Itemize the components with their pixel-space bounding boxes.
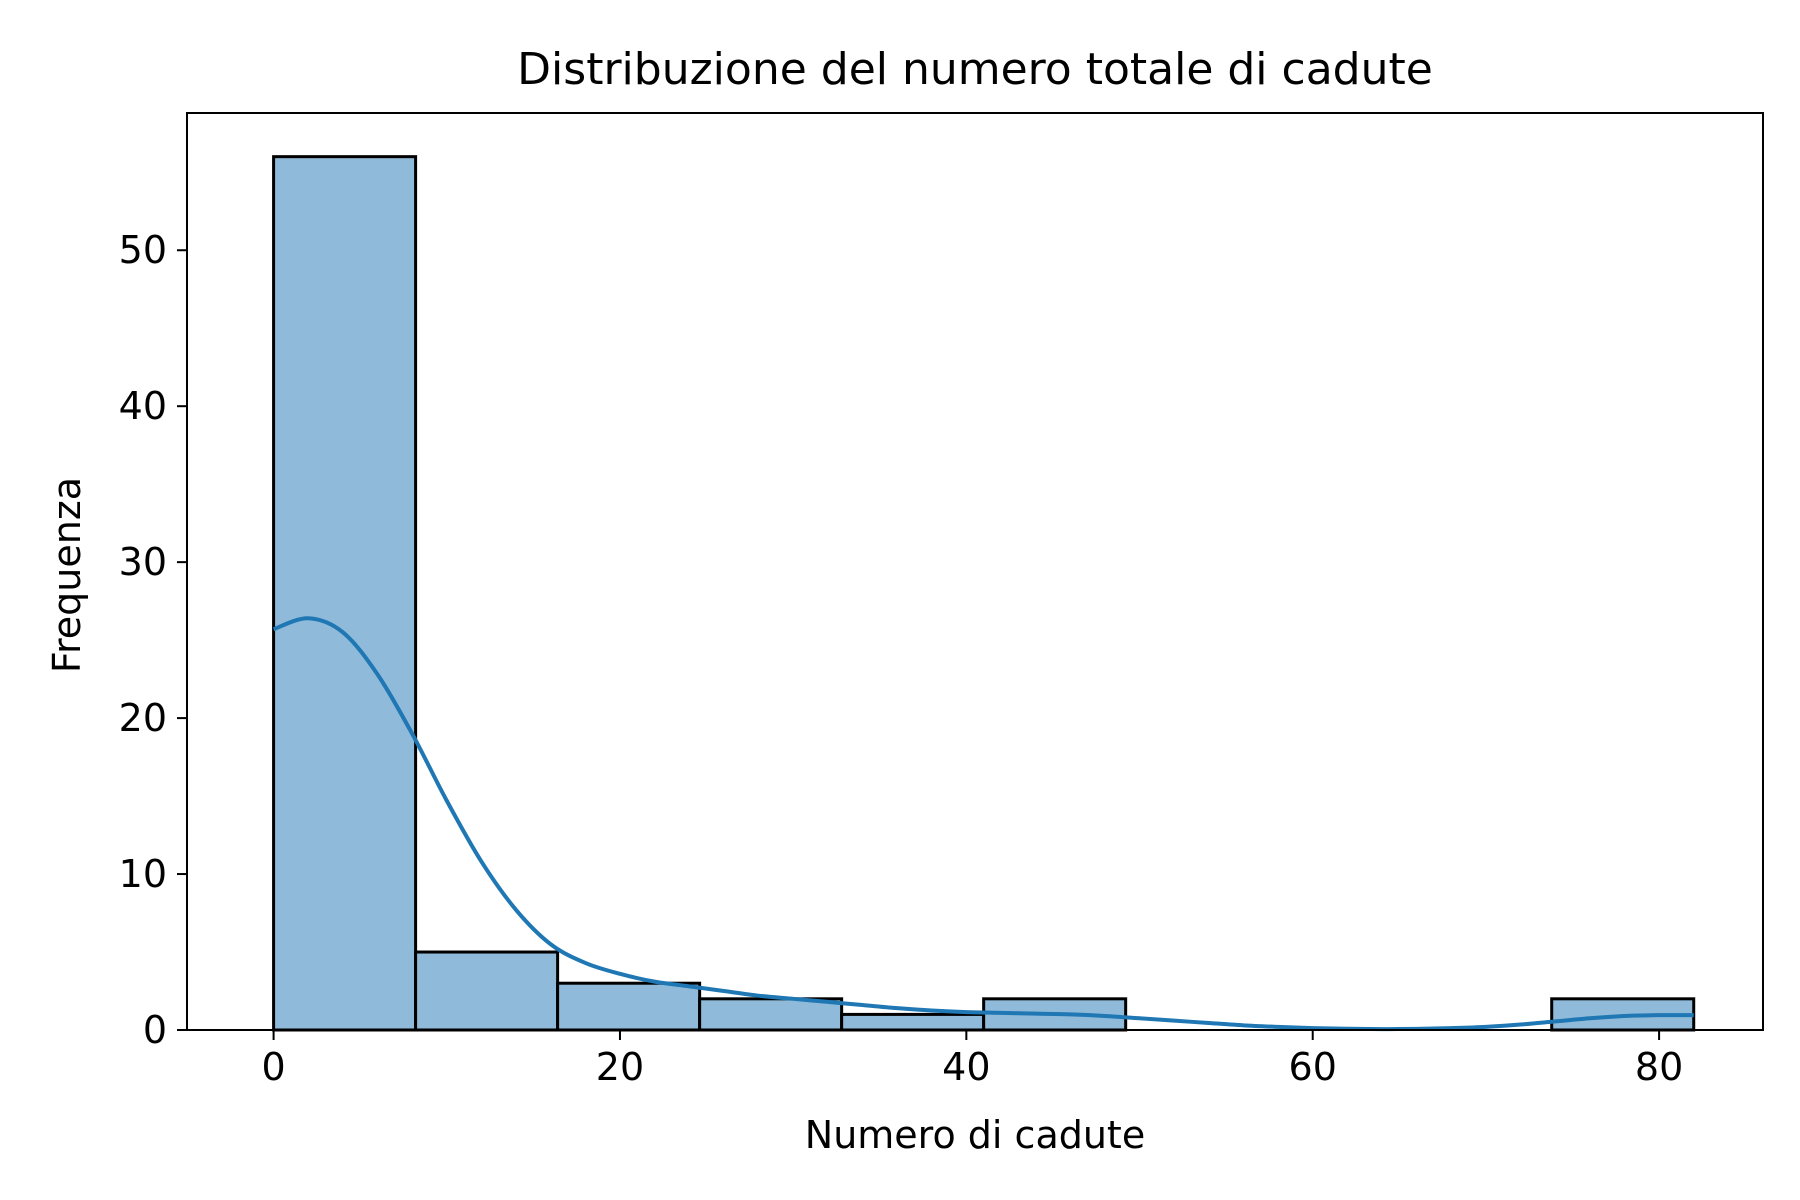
y-tick-label: 20 bbox=[119, 696, 167, 740]
y-axis-ticks: 0 10 20 30 40 50 bbox=[119, 228, 187, 1052]
x-axis-ticks: 0 20 40 60 80 bbox=[261, 1030, 1683, 1089]
histogram-bar-1 bbox=[414, 950, 560, 1032]
y-tick-label: 40 bbox=[119, 384, 167, 428]
histogram-bar-0 bbox=[272, 155, 418, 1032]
x-tick-label: 60 bbox=[1289, 1045, 1337, 1089]
bars-layer bbox=[272, 155, 1696, 1032]
histogram-bar-3 bbox=[698, 997, 844, 1032]
kde-layer bbox=[272, 616, 1694, 1032]
x-tick-label: 80 bbox=[1635, 1045, 1683, 1089]
x-tick-label: 20 bbox=[596, 1045, 644, 1089]
kde-curve-line bbox=[272, 616, 1694, 1032]
x-axis-label: Numero di cadute bbox=[805, 1113, 1145, 1157]
chart-title: Distribuzione del numero totale di cadut… bbox=[517, 44, 1433, 95]
y-axis-label: Frequenza bbox=[45, 477, 89, 673]
x-tick-label: 40 bbox=[942, 1045, 990, 1089]
y-tick-label: 0 bbox=[143, 1008, 167, 1052]
y-tick-label: 50 bbox=[119, 228, 167, 272]
x-tick-label: 0 bbox=[261, 1045, 285, 1089]
plot-area-frame bbox=[186, 112, 1764, 1031]
y-tick-label: 10 bbox=[119, 852, 167, 896]
histogram-bar-4 bbox=[840, 1012, 986, 1032]
histogram-bar-2 bbox=[556, 981, 702, 1032]
y-tick-label: 30 bbox=[119, 540, 167, 584]
